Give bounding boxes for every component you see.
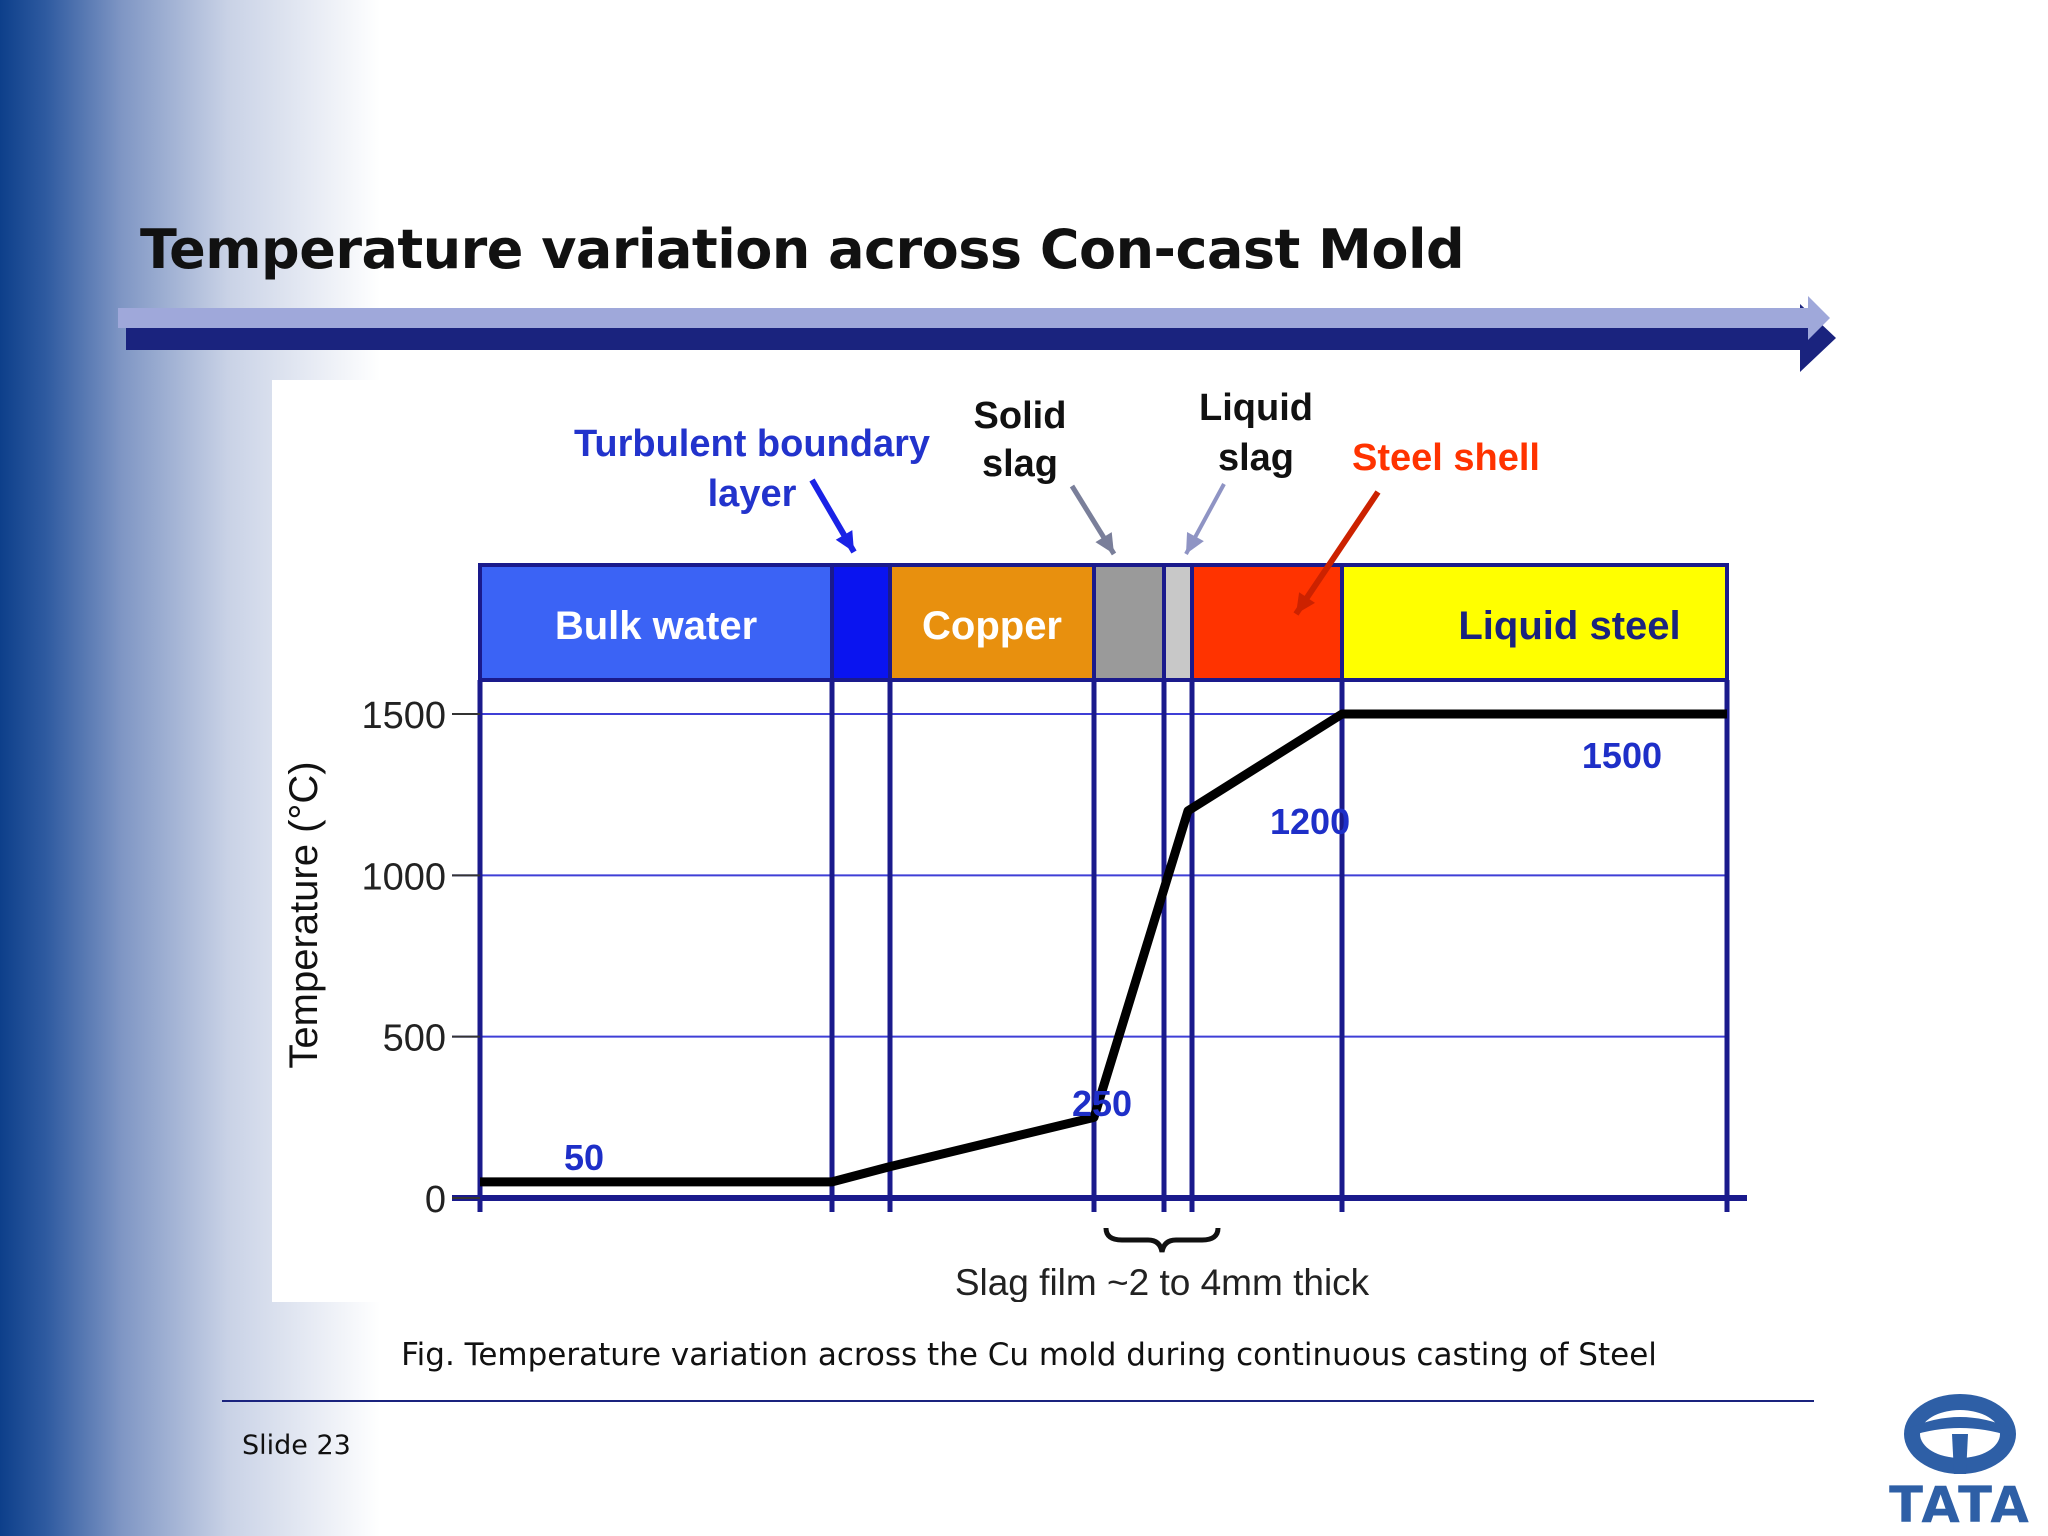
slide-title: Temperature variation across Con-cast Mo… [140,218,1465,281]
region-label: Bulk water [555,604,757,648]
y-tick-label: 500 [383,1018,446,1060]
callout-text: layer [708,473,797,515]
figure-caption: Fig. Temperature variation across the Cu… [401,1337,1657,1373]
y-tick-label: 1000 [361,856,446,898]
value-label: 250 [1072,1083,1132,1124]
slag-film-brace-icon [1103,1227,1221,1253]
callouts: Turbulent boundary layer Solid slag Liquid sl… [574,387,1540,616]
steel-shell-arrow [1293,490,1381,616]
callout-text: Liquid [1199,387,1313,429]
callout-text: slag [982,443,1058,485]
y-tick-label: 1500 [361,695,446,737]
slide-number: Slide 23 [242,1430,351,1461]
arrow-shaft [1293,490,1381,616]
value-labels: 50 250 1200 1500 [564,735,1662,1178]
arrow-light-body [118,296,1830,340]
y-axis-label: Temperature (°C) [282,761,326,1068]
callout-text: slag [1218,437,1294,479]
temperature-profile-line [480,709,1727,1187]
footer-rule [222,1400,1814,1402]
y-axis: 0 500 1000 1500 [361,695,480,1221]
callout-text: Steel shell [1352,437,1540,479]
region-fill [834,567,888,678]
y-tick-label: 0 [425,1179,446,1221]
value-label: 1200 [1270,801,1350,842]
title-underline-arrow [118,296,1836,372]
logo-wordmark: TATA [1889,1476,2031,1534]
arrow-head [835,530,854,552]
value-label: 1500 [1582,735,1662,776]
arrow-head [1296,592,1315,614]
region-fill [892,567,1092,678]
figure-panel [272,380,1752,1302]
slag-film-label: Slag film ~2 to 4mm thick [955,1262,1370,1302]
temperature-profile-chart: Bulk water Copper Liquid steel 0 500 1000 150… [282,387,1747,1302]
region-label: Liquid steel [1458,604,1680,648]
temperature-profile [480,709,1727,1187]
region-fill [1096,567,1162,678]
arrow-dark-bar [126,334,1806,344]
region-fill [1166,567,1190,678]
callout-text: Solid [974,395,1067,437]
arrow-head [1186,532,1204,554]
region-band: Bulk water Copper Liquid steel [478,563,1729,682]
region-fill [1344,567,1725,678]
callout-text: Turbulent boundary [574,423,930,465]
slag-film-brace: Slag film ~2 to 4mm thick [955,1227,1370,1302]
arrow-head [1095,532,1114,554]
region-fill [482,567,830,678]
value-label: 50 [564,1137,604,1178]
turbulent-layer-arrow [809,478,857,554]
solid-slag-arrow [1069,484,1117,556]
liquid-slag-arrow [1184,483,1226,555]
region-dividers [452,680,1747,1212]
region-label: Copper [922,604,1062,648]
tata-logo-icon [1904,1394,2016,1474]
gridlines [452,713,1727,1038]
